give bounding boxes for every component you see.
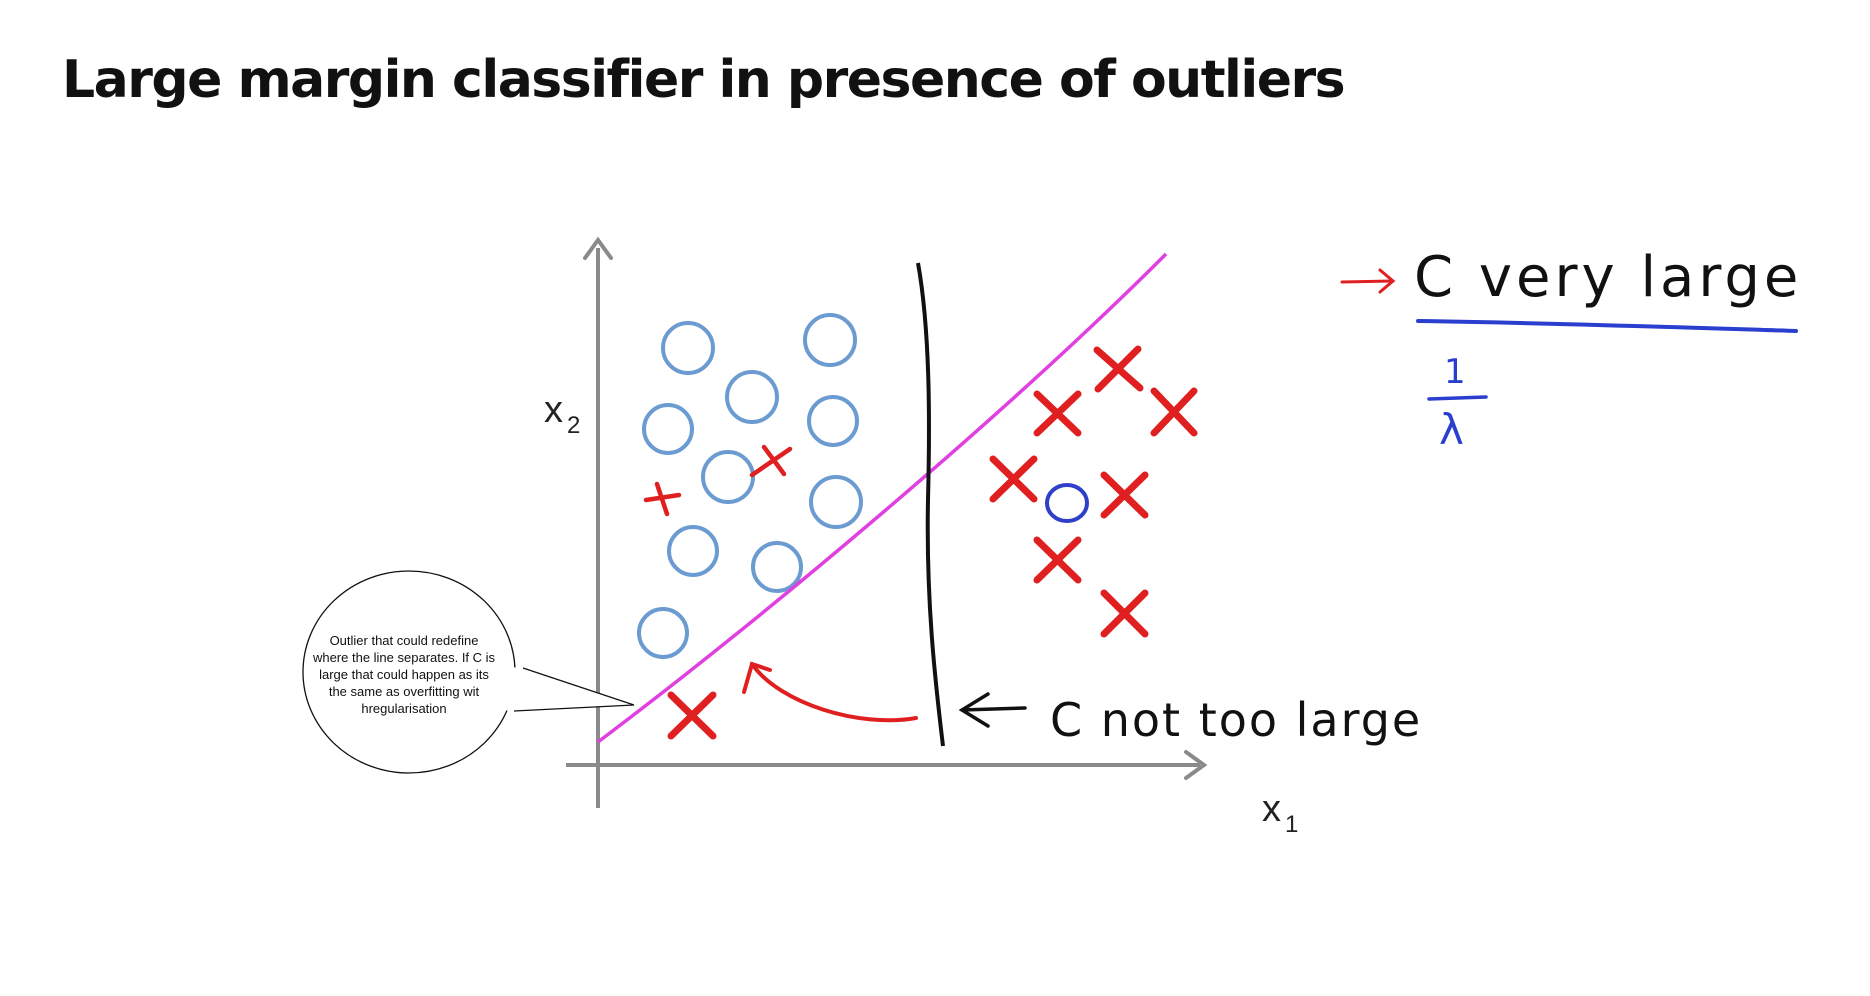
callout-tail — [513, 667, 635, 712]
slide-title: Large margin classifier in presence of o… — [62, 50, 1346, 110]
cross-point — [1100, 471, 1149, 519]
small-cross-point — [749, 444, 793, 478]
circle-point — [751, 541, 803, 593]
decision-boundary-large-c — [596, 252, 1168, 744]
cross-point — [1033, 536, 1082, 584]
circle-class-points — [637, 313, 863, 659]
reciprocal-lambda: 1 λ — [1427, 352, 1488, 454]
circle-point — [725, 370, 779, 424]
circle-point — [803, 313, 857, 367]
c-very-large-arrow — [1340, 268, 1396, 294]
x-axis-arrowhead — [1184, 750, 1208, 780]
reciprocal-fraction-bar — [1427, 395, 1488, 401]
small-cross-points — [643, 444, 793, 517]
reciprocal-numerator: 1 — [1444, 352, 1466, 392]
circle-point — [661, 321, 715, 375]
x-axis-label: x — [1262, 788, 1281, 830]
cross-point — [1150, 387, 1198, 437]
circle-point — [807, 395, 859, 447]
small-c-arrow-head — [958, 692, 990, 728]
shift-arrow-head — [742, 661, 772, 694]
c-very-large-arrow-head — [1378, 268, 1396, 294]
small-cross-point — [643, 481, 682, 517]
circle-point — [637, 607, 689, 659]
c-not-too-large-label: C not too large — [1050, 693, 1422, 747]
callout-tail-cover — [503, 666, 520, 711]
y-axis-arrowhead — [583, 236, 613, 260]
decision-boundary-small-c — [916, 262, 945, 747]
axes — [566, 236, 1208, 808]
outlier-circle-point — [1045, 483, 1089, 523]
circle-point — [809, 475, 863, 529]
shift-arrow — [742, 661, 918, 723]
circle-point — [701, 450, 755, 504]
y-axis-subscript: 2 — [567, 412, 580, 439]
circle-point — [667, 525, 719, 577]
outlier-callout-text: Outlier that could redefine where the li… — [312, 633, 496, 716]
cross-point — [1033, 390, 1082, 437]
blue-underline — [1416, 319, 1798, 333]
outlier-cross-point — [667, 691, 717, 740]
cross-point — [989, 455, 1038, 503]
x-axis-subscript: 1 — [1285, 811, 1298, 838]
outlier-callout-bubble — [302, 570, 635, 774]
c-very-large-arrow-shaft — [1340, 279, 1394, 284]
cross-point — [1100, 589, 1149, 638]
small-c-arrow-shaft — [960, 706, 1027, 712]
y-axis-label: x — [544, 389, 563, 431]
cross-point — [1093, 345, 1144, 393]
circle-point — [642, 403, 694, 455]
c-very-large-label: C very large — [1414, 245, 1802, 310]
small-c-arrow — [958, 692, 1027, 728]
shift-arrow-curve — [750, 662, 918, 723]
reciprocal-denominator: λ — [1439, 405, 1464, 454]
cross-class-points — [667, 345, 1198, 740]
